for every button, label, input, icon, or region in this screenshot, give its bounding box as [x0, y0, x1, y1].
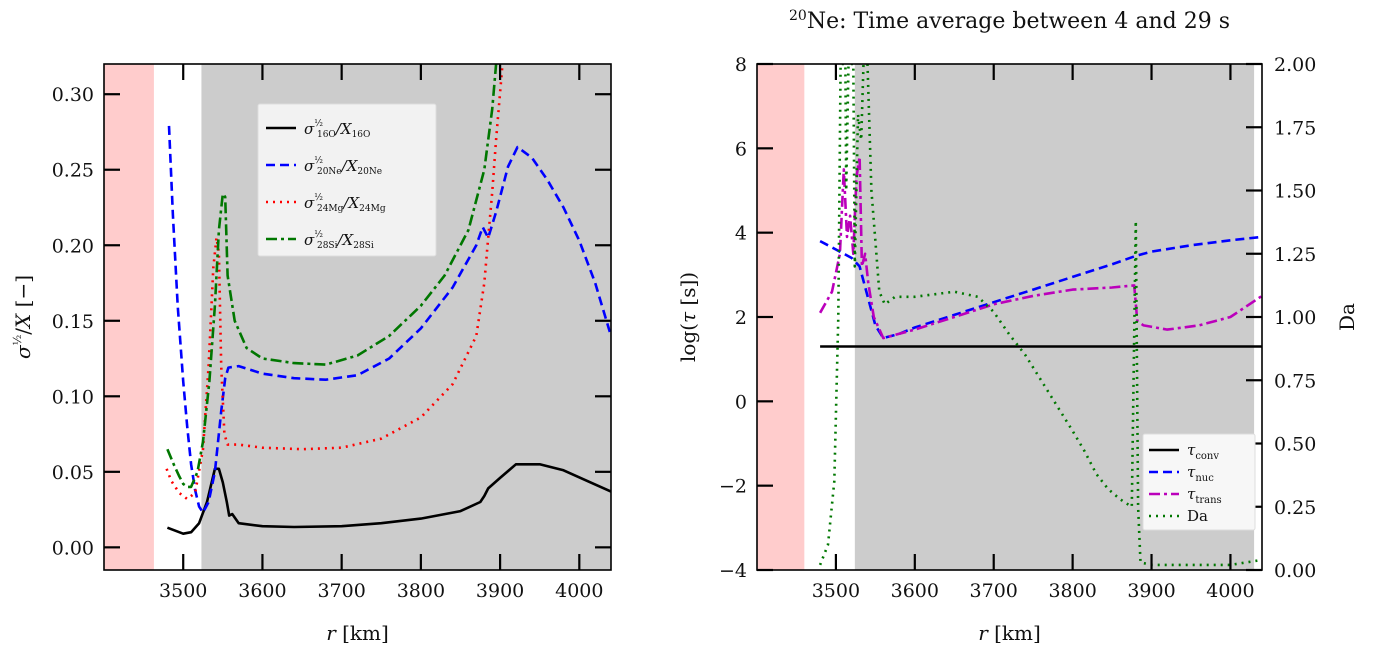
series-line-1	[166, 463, 611, 535]
x-tick-label: 3700	[317, 580, 365, 602]
x-tick-label: 3900	[1127, 580, 1175, 602]
y-tick-label: −2	[719, 476, 747, 498]
chart-panel-2: 3500 3600 3700 3800 3900 4000 −4 −2 0 2 4 6 8 0.00 0.2…	[676, 8, 1359, 645]
y-axis-label: log(τ [s])	[676, 272, 700, 362]
y2-tick-label: 1.75	[1274, 117, 1316, 139]
y-tick-label: 4	[735, 223, 747, 245]
x-axis-label: r [km]	[326, 621, 389, 645]
y2-tick-label: 0.25	[1274, 497, 1316, 519]
y-tick-label: 8	[735, 54, 747, 76]
y2-tick-label: 0.00	[1274, 560, 1316, 582]
legend-label-3: σ½ 24Mg/X24Mg	[304, 192, 386, 214]
y-tick-label: 0	[735, 391, 747, 413]
y2-tick-label: 1.00	[1274, 307, 1316, 329]
legend-label-3: τtrans	[1187, 485, 1222, 506]
series-group	[818, 64, 1262, 567]
y-tick-label: 0.00	[52, 537, 94, 559]
y2-tick-label: 1.50	[1274, 181, 1316, 203]
series-line-2	[167, 125, 611, 514]
y2-tick-label: 0.50	[1274, 434, 1316, 456]
x-tick-label: 3700	[970, 580, 1018, 602]
legend-label-1: σ½ 16O/X16O	[304, 118, 370, 140]
legend-label-1: τconv	[1187, 441, 1219, 462]
y2-tick-label: 0.75	[1274, 370, 1316, 392]
x-tick-label: 4000	[1206, 580, 1254, 602]
x-tick-label: 3600	[891, 580, 939, 602]
series-line-3	[818, 155, 1262, 340]
y2-axis-label: Da	[1335, 303, 1359, 331]
x-tick-label: 3800	[1048, 580, 1096, 602]
legend-label-4: Da	[1187, 507, 1208, 525]
y-axis-label: σ½/X [−]	[11, 275, 35, 359]
legend-box	[1142, 433, 1256, 531]
series-line-2	[819, 235, 1262, 340]
x-tick-label: 3900	[476, 580, 524, 602]
y-tick-label: 0.20	[52, 235, 94, 257]
x-tick-label: 3500	[812, 580, 860, 602]
x-tick-label: 3500	[159, 580, 207, 602]
series-group	[165, 64, 611, 535]
series-line-3	[165, 64, 504, 501]
y-tick-label: 0.30	[52, 84, 94, 106]
shaded-region-1	[104, 64, 154, 570]
y-tick-label: 2	[735, 307, 747, 329]
series-line-4	[166, 64, 498, 489]
series-line-4	[818, 64, 1262, 567]
x-tick-label: 4000	[555, 580, 603, 602]
x-axis-label: r [km]	[978, 621, 1041, 645]
y-tick-label: 0.15	[52, 311, 94, 333]
legend: σ½ 16O/X16O σ½ 20Ne/X20Ne σ½ 24Mg/X24Mg σ½ 28Si…	[257, 103, 437, 257]
legend-label-2: τnuc	[1187, 463, 1214, 484]
y-tick-label: 6	[735, 138, 747, 160]
y-tick-label: 0.05	[52, 462, 94, 484]
chart-panel-1: 3500 3600 3700 3800 3900 4000 0.00 0.05 0.10 0.15…	[11, 63, 612, 645]
legend-box	[257, 103, 437, 257]
y2-tick-label: 1.25	[1274, 244, 1316, 266]
y2-tick-label: 2.00	[1274, 54, 1316, 76]
legend-label-4: σ½ 28Si/X28Si	[304, 229, 374, 251]
legend-label-2: σ½ 20Ne/X20Ne	[304, 155, 382, 177]
chart-title: 20Ne: Time average between 4 and 29 s	[789, 8, 1230, 34]
x-tick-label: 3600	[238, 580, 286, 602]
plot-frame	[103, 63, 612, 571]
y-tick-label: 0.10	[52, 386, 94, 408]
x-tick-label: 3800	[397, 580, 445, 602]
y-tick-label: 0.25	[52, 160, 94, 182]
y-tick-label: −4	[719, 560, 747, 582]
